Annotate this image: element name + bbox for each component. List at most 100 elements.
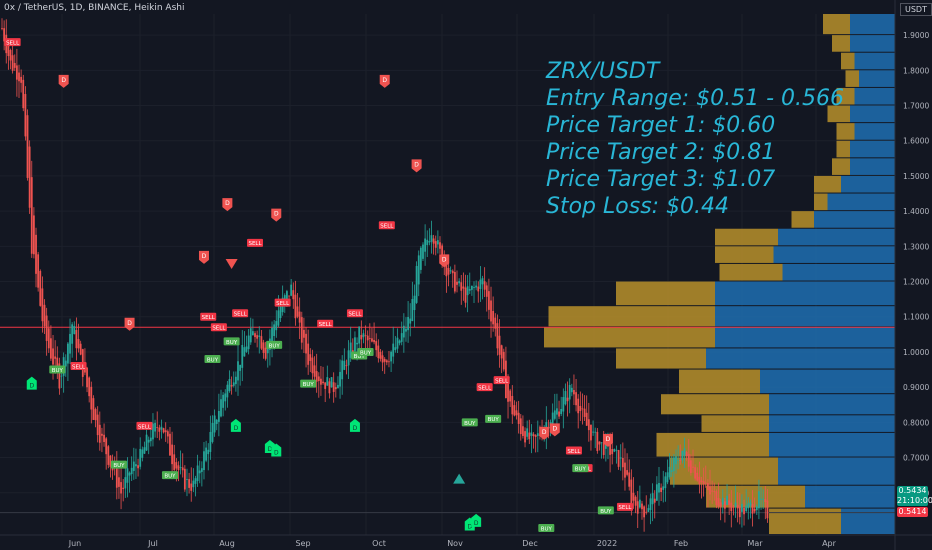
candle-body	[760, 498, 762, 500]
candle-body	[118, 477, 120, 487]
candle-body	[179, 467, 182, 468]
candle-body	[296, 306, 299, 317]
candle-body	[526, 428, 529, 437]
label-text: SELL	[72, 364, 86, 370]
candle-body	[568, 384, 571, 400]
candle-body	[532, 434, 535, 437]
time-tick-label: Jun	[68, 539, 82, 548]
candle-body	[1, 28, 3, 29]
candle-body	[130, 467, 133, 475]
label-box	[247, 238, 264, 247]
signal-letter: D	[127, 320, 132, 327]
candle-body	[126, 468, 129, 483]
buy-label: BUY	[223, 337, 240, 346]
volume-bar-up	[827, 193, 895, 211]
candle-body	[3, 28, 6, 42]
candle-body	[524, 431, 526, 443]
buy-label: BUY	[461, 418, 478, 427]
candle-body	[247, 335, 250, 350]
candle-body	[183, 468, 186, 490]
candle-body	[135, 464, 137, 467]
label-text: BUY	[360, 350, 372, 356]
candle-body	[124, 477, 127, 489]
label-box	[538, 523, 555, 532]
volume-bar-up	[841, 175, 895, 193]
candle-body	[226, 384, 229, 398]
label-text: SELL	[567, 449, 581, 455]
candle-body	[98, 424, 101, 443]
candle-body	[241, 344, 244, 368]
candle-body	[326, 377, 329, 386]
candle-body	[54, 356, 57, 359]
candle-body	[324, 382, 327, 389]
annotation-line: Price Target 2: $0.81	[546, 140, 776, 165]
candle-body	[209, 431, 212, 452]
time-tick-label: 2022	[597, 539, 617, 548]
volume-bar-down	[656, 432, 769, 457]
candle-body	[294, 294, 297, 319]
candle-body	[262, 342, 265, 353]
label-text: BUY	[164, 474, 176, 480]
buy-label: BUY	[204, 354, 221, 363]
currency-button[interactable]: USDT	[900, 3, 932, 16]
price-tick-label: 0.9000	[903, 383, 929, 392]
candle-body	[320, 378, 322, 385]
candle-body	[156, 427, 159, 429]
signal-letter: D	[353, 425, 358, 432]
candle-body	[220, 399, 222, 417]
candle-body	[419, 247, 422, 270]
time-tick-label: Aug	[219, 539, 235, 548]
label-box	[378, 221, 395, 230]
candle-body	[349, 342, 352, 358]
label-box	[200, 312, 217, 321]
candle-body	[249, 328, 252, 343]
sell-label: SELL	[200, 312, 217, 321]
time-axis: Jun Jul Aug Sep Oct Nov Dec 2022 Feb Mar Apr	[0, 534, 932, 548]
candle-body	[67, 343, 69, 364]
volume-bar-down	[701, 415, 769, 432]
candle-body	[551, 412, 554, 425]
candle-body	[638, 499, 641, 508]
time-tick-label: Oct	[372, 539, 386, 548]
buy-label: BUY	[538, 523, 555, 532]
candle-body	[619, 457, 622, 459]
candle-body	[234, 376, 237, 385]
time-tick-label: Mar	[747, 539, 763, 548]
bid-price-value: 0.5414	[898, 507, 927, 516]
label-text: BUY	[269, 343, 281, 349]
candle-body	[630, 479, 633, 507]
candle-body	[239, 364, 242, 371]
buy-signal-d: D	[26, 376, 37, 390]
label-box	[232, 309, 249, 318]
candle-body	[704, 482, 707, 484]
sell-label: SELL	[616, 502, 633, 511]
label-text: BUY	[541, 526, 553, 532]
candle-body	[300, 317, 303, 343]
candle-body	[683, 448, 686, 456]
price-axis: 0.60000.70000.80000.90001.00001.10001.20…	[894, 0, 932, 550]
candle-body	[120, 482, 122, 494]
candle-body	[328, 381, 331, 394]
candle-body	[15, 65, 18, 80]
candle-body	[500, 345, 503, 359]
symbol-header: 0x / TetherUS, 1D, BINANCE, Heikin Ashi	[4, 3, 185, 13]
candle-body	[251, 331, 254, 336]
signal-badge	[222, 198, 233, 212]
sell-label: SELL	[136, 421, 153, 430]
buy-label: BUY	[300, 379, 317, 388]
candle-body	[228, 379, 231, 392]
buy-label: BUY	[485, 414, 502, 423]
signal-badge	[198, 250, 209, 264]
candle-body	[587, 419, 590, 431]
candle-body	[198, 470, 201, 474]
candle-body	[275, 321, 278, 331]
signal-letter: D	[274, 211, 279, 218]
candle-body	[453, 272, 456, 292]
price-tick-label: 1.9000	[903, 31, 929, 40]
triangle-down-marker	[225, 258, 238, 269]
signal-badge	[379, 74, 390, 88]
candle-body	[190, 483, 193, 491]
candle-body	[617, 450, 620, 467]
candle-body	[30, 177, 33, 254]
